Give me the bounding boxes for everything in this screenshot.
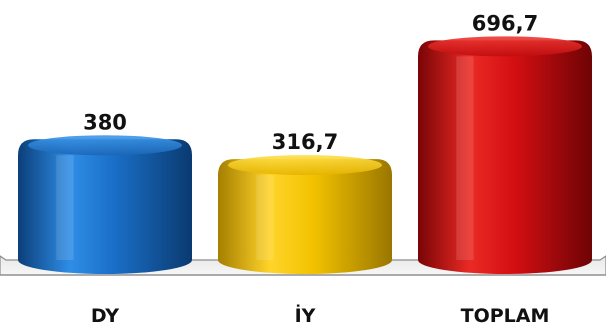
bar-top bbox=[28, 135, 182, 156]
value-label: 380 bbox=[83, 110, 127, 134]
value-label: 696,7 bbox=[472, 11, 538, 35]
category-label: DY bbox=[91, 305, 119, 327]
bar-highlight bbox=[56, 155, 74, 260]
value-label: 316,7 bbox=[272, 130, 338, 154]
bar-body bbox=[18, 139, 192, 274]
bar-top bbox=[228, 155, 382, 176]
bar-dy bbox=[18, 135, 192, 274]
category-label: TOPLAM bbox=[461, 305, 550, 327]
bar-body bbox=[218, 159, 392, 274]
category-label: İY bbox=[295, 303, 316, 327]
bar-top bbox=[428, 36, 582, 57]
bars-group bbox=[18, 36, 592, 274]
labels-group: 380 DY 316,7 İY 696,7 TOPLAM bbox=[83, 11, 549, 327]
bar-i-y bbox=[218, 155, 392, 274]
bar-toplam bbox=[418, 36, 592, 274]
bar-highlight bbox=[256, 175, 274, 260]
bar-highlight bbox=[456, 56, 474, 260]
bar-body bbox=[418, 40, 592, 274]
